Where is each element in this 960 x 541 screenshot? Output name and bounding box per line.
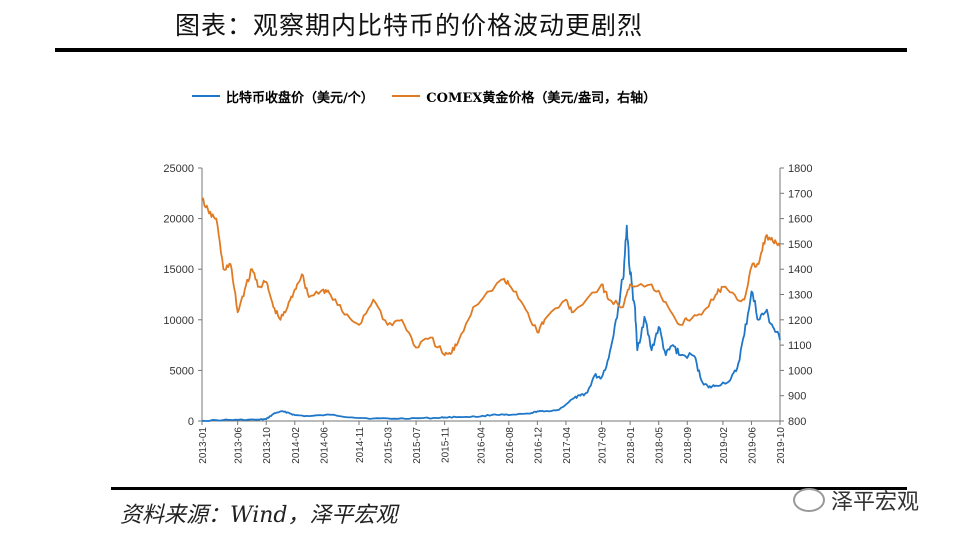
watermark: 泽平宏观 [793, 484, 919, 516]
y-right-tick-label: 1300 [788, 290, 812, 302]
y-right-tick-label: 1200 [788, 315, 812, 327]
y-left-tick-label: 10000 [163, 315, 194, 327]
y-right-tick-label: 1000 [788, 365, 812, 377]
x-tick-label: 2013-06 [234, 427, 245, 464]
x-tick-label: 2017-04 [562, 427, 573, 464]
y-right-tick-label: 1600 [788, 214, 812, 226]
footer-rule [111, 487, 907, 490]
x-tick-label: 2015-11 [441, 427, 452, 463]
y-right-tick-label: 1700 [788, 188, 812, 200]
y-right-tick-label: 1500 [788, 239, 812, 251]
x-tick-label: 2019-06 [747, 427, 758, 464]
legend-item-gold: COMEX黄金价格（美元/盎司，右轴） [392, 87, 656, 106]
series-line-btc [201, 224, 781, 422]
legend-swatch-btc [192, 95, 220, 97]
x-tick-label: 2018-09 [683, 427, 694, 464]
chart-legend: 比特币收盘价（美元/个） COMEX黄金价格（美元/盎司，右轴） [192, 86, 670, 106]
legend-label-btc: 比特币收盘价（美元/个） [226, 90, 374, 106]
page-title: 图表：观察期内比特币的价格波动更剧烈 [175, 11, 644, 40]
x-tick-label: 2014-02 [291, 427, 302, 464]
legend-swatch-gold [392, 95, 421, 97]
x-tick-label: 2016-04 [476, 427, 487, 464]
y-right-tick-label: 900 [788, 391, 806, 403]
y-right-tick-label: 800 [788, 416, 806, 428]
y-right-tick-label: 1100 [788, 340, 812, 352]
title-rule [55, 48, 907, 52]
x-tick-label: 2014-11 [355, 427, 366, 463]
y-left-tick-label: 5000 [170, 365, 194, 377]
watermark-label: 泽平宏观 [831, 490, 920, 515]
legend-label-gold: COMEX黄金价格（美元/盎司，右轴） [426, 90, 657, 106]
x-tick-label: 2013-10 [262, 427, 273, 464]
x-tick-label: 2019-02 [719, 427, 730, 464]
x-tick-label: 2015-03 [384, 427, 395, 464]
x-tick-label: 2018-05 [655, 427, 666, 464]
x-tick-label: 2018-01 [626, 427, 637, 464]
y-left-tick-label: 15000 [163, 264, 194, 276]
wechat-icon [793, 488, 825, 512]
y-left-tick-label: 20000 [163, 214, 194, 226]
x-tick-label: 2019-10 [776, 427, 787, 464]
x-tick-label: 2014-06 [319, 427, 330, 464]
y-left-tick-label: 0 [188, 416, 194, 428]
x-tick-label: 2015-07 [412, 427, 423, 464]
x-tick-label: 2016-08 [505, 427, 516, 464]
x-tick-label: 2013-01 [198, 427, 209, 464]
x-tick-label: 2017-09 [598, 427, 609, 464]
x-tick-label: 2016-12 [533, 427, 544, 464]
series-line-gold [201, 197, 781, 357]
y-right-tick-label: 1400 [788, 264, 812, 276]
y-right-tick-label: 1800 [788, 163, 812, 175]
y-left-tick-label: 25000 [163, 163, 194, 175]
legend-item-btc: 比特币收盘价（美元/个） [192, 87, 374, 106]
source-note: 资料来源：Wind，泽平宏观 [120, 503, 398, 528]
